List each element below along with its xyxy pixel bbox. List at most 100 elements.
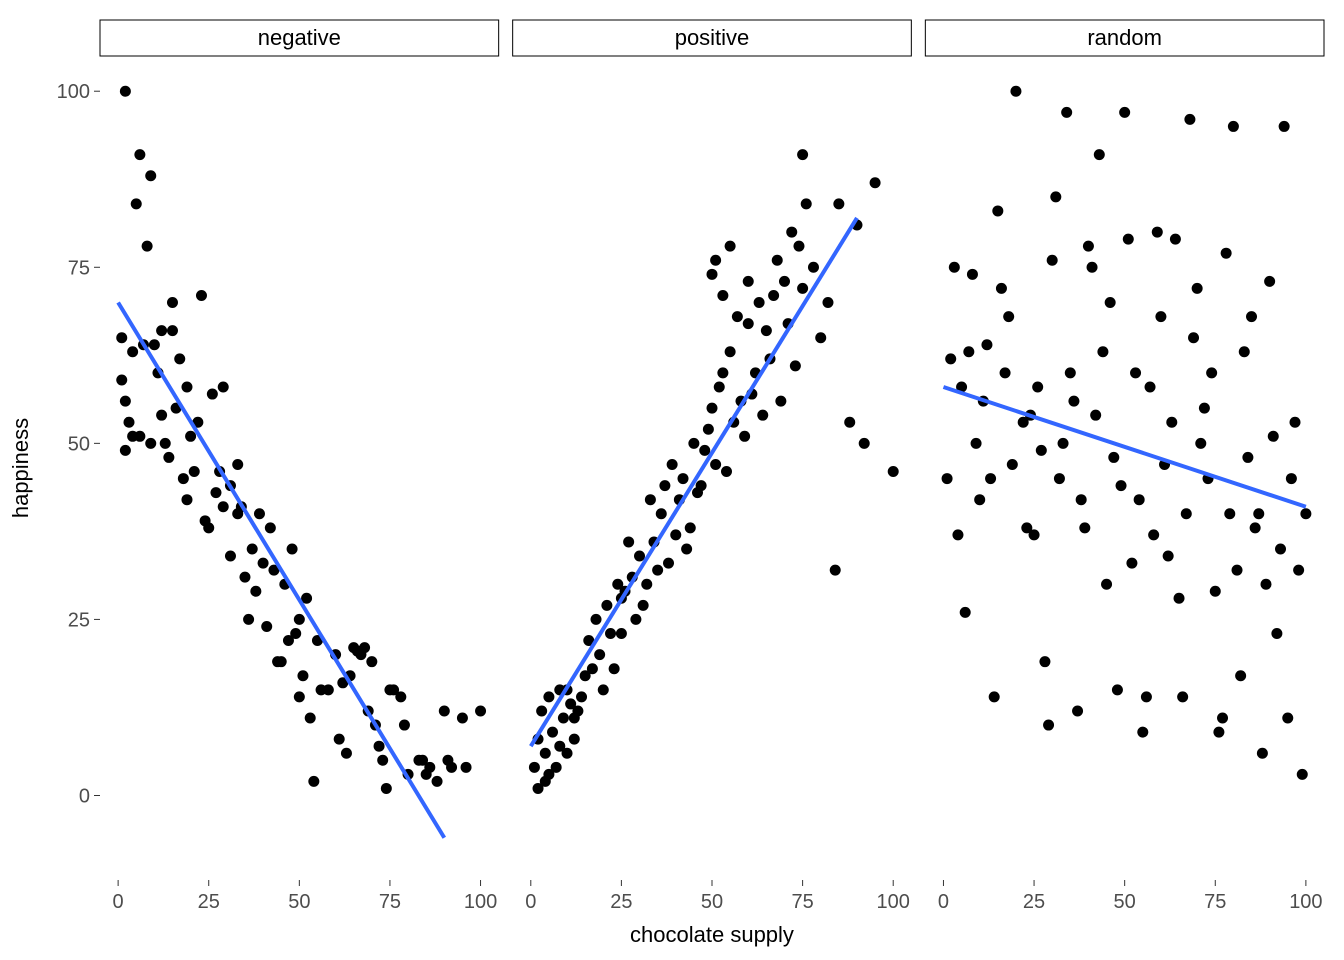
y-tick-label: 0 bbox=[79, 785, 90, 807]
data-point bbox=[638, 600, 649, 611]
data-point bbox=[185, 431, 196, 442]
data-point bbox=[1087, 262, 1098, 273]
data-point bbox=[399, 720, 410, 731]
data-point bbox=[594, 649, 605, 660]
data-point bbox=[1250, 522, 1261, 533]
data-point bbox=[1123, 234, 1134, 245]
x-tick-label: 0 bbox=[525, 891, 536, 913]
data-point bbox=[1275, 543, 1286, 554]
data-point bbox=[120, 396, 131, 407]
data-point bbox=[1297, 769, 1308, 780]
data-point bbox=[1213, 727, 1224, 738]
data-point bbox=[830, 565, 841, 576]
data-point bbox=[888, 466, 899, 477]
data-point bbox=[1061, 107, 1072, 118]
data-point bbox=[710, 255, 721, 266]
data-point bbox=[1003, 311, 1014, 322]
data-point bbox=[374, 741, 385, 752]
data-point bbox=[630, 614, 641, 625]
data-point bbox=[1007, 459, 1018, 470]
data-point bbox=[790, 360, 801, 371]
data-point bbox=[670, 529, 681, 540]
data-point bbox=[1210, 586, 1221, 597]
data-point bbox=[149, 339, 160, 350]
data-point bbox=[985, 473, 996, 484]
data-point bbox=[768, 290, 779, 301]
data-point bbox=[254, 508, 265, 519]
data-point bbox=[160, 438, 171, 449]
data-point bbox=[558, 713, 569, 724]
data-point bbox=[181, 382, 192, 393]
data-point bbox=[366, 656, 377, 667]
x-tick-label: 100 bbox=[1289, 891, 1322, 913]
data-point bbox=[710, 459, 721, 470]
data-point bbox=[1058, 438, 1069, 449]
data-point bbox=[1047, 255, 1058, 266]
data-point bbox=[178, 473, 189, 484]
data-point bbox=[587, 663, 598, 674]
data-point bbox=[1079, 522, 1090, 533]
data-point bbox=[576, 691, 587, 702]
data-point bbox=[305, 713, 316, 724]
data-point bbox=[1174, 593, 1185, 604]
data-point bbox=[1242, 452, 1253, 463]
data-point bbox=[971, 438, 982, 449]
data-point bbox=[870, 177, 881, 188]
data-point bbox=[1097, 346, 1108, 357]
data-point bbox=[1166, 417, 1177, 428]
data-point bbox=[725, 241, 736, 252]
x-axis-label: chocolate supply bbox=[630, 922, 794, 947]
data-point bbox=[942, 473, 953, 484]
data-point bbox=[1039, 656, 1050, 667]
data-point bbox=[1152, 227, 1163, 238]
data-point bbox=[569, 734, 580, 745]
data-point bbox=[547, 727, 558, 738]
data-point bbox=[134, 431, 145, 442]
data-point bbox=[797, 283, 808, 294]
data-point bbox=[1065, 367, 1076, 378]
data-point bbox=[833, 198, 844, 209]
data-point bbox=[134, 149, 145, 160]
data-point bbox=[1290, 417, 1301, 428]
data-point bbox=[381, 783, 392, 794]
data-point bbox=[761, 325, 772, 336]
data-point bbox=[475, 705, 486, 716]
data-point bbox=[1105, 297, 1116, 308]
data-point bbox=[634, 551, 645, 562]
data-point bbox=[1108, 452, 1119, 463]
data-point bbox=[239, 572, 250, 583]
data-point bbox=[1141, 691, 1152, 702]
data-point bbox=[1239, 346, 1250, 357]
data-point bbox=[461, 762, 472, 773]
facet-label: positive bbox=[675, 25, 750, 50]
data-point bbox=[536, 705, 547, 716]
data-point bbox=[1134, 494, 1145, 505]
data-point bbox=[981, 339, 992, 350]
data-point bbox=[142, 241, 153, 252]
data-point bbox=[996, 283, 1007, 294]
data-point bbox=[432, 776, 443, 787]
data-point bbox=[334, 734, 345, 745]
data-point bbox=[207, 389, 218, 400]
data-point bbox=[688, 438, 699, 449]
data-point bbox=[707, 269, 718, 280]
x-tick-label: 75 bbox=[791, 891, 813, 913]
data-point bbox=[609, 663, 620, 674]
data-point bbox=[591, 614, 602, 625]
data-point bbox=[297, 670, 308, 681]
data-point bbox=[1224, 508, 1235, 519]
data-point bbox=[446, 762, 457, 773]
facet-label: negative bbox=[258, 25, 341, 50]
data-point bbox=[395, 691, 406, 702]
data-point bbox=[757, 410, 768, 421]
y-tick-label: 100 bbox=[57, 81, 90, 103]
data-point bbox=[859, 438, 870, 449]
data-point bbox=[656, 508, 667, 519]
data-point bbox=[641, 579, 652, 590]
data-point bbox=[659, 480, 670, 491]
data-point bbox=[174, 353, 185, 364]
data-point bbox=[377, 755, 388, 766]
data-point bbox=[156, 410, 167, 421]
data-point bbox=[743, 276, 754, 287]
data-point bbox=[218, 382, 229, 393]
